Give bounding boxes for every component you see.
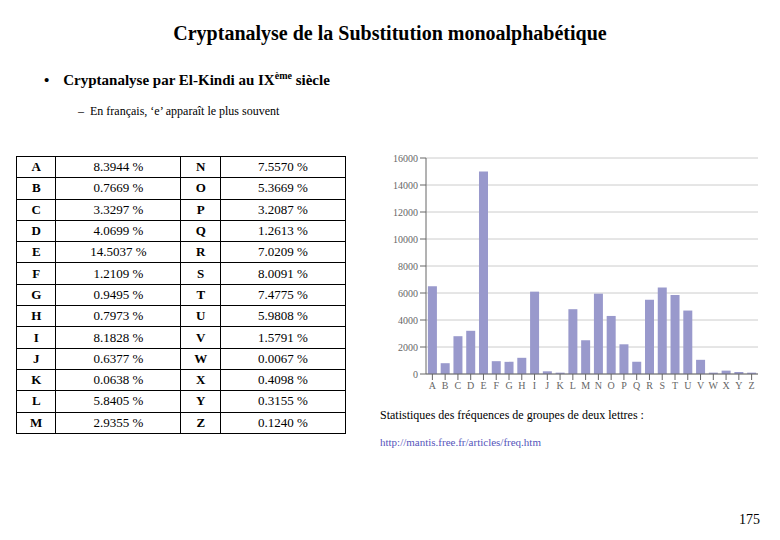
svg-text:L: L <box>570 380 576 391</box>
html-text:0.1240 %: 0.1240 % <box>258 414 308 430</box>
svg-text:10000: 10000 <box>393 234 418 245</box>
html-text:0.7973 %: 0.7973 % <box>93 308 144 324</box>
html-text:R: R <box>196 244 206 260</box>
svg-text:8000: 8000 <box>398 261 418 272</box>
html-text:0.0067 %: 0.0067 % <box>258 350 308 366</box>
svg-text:4000: 4000 <box>398 315 418 326</box>
svg-text:U: U <box>684 380 692 391</box>
svg-text:P: P <box>621 380 627 391</box>
svg-text:Q: Q <box>633 380 641 391</box>
html-text:7.4775 %: 7.4775 % <box>258 286 308 302</box>
html-text:J: J <box>33 350 40 366</box>
html-text:0.0638 %: 0.0638 % <box>93 372 144 388</box>
html-text:A: A <box>31 159 41 175</box>
svg-text:N: N <box>595 380 602 391</box>
html-text:Q: Q <box>195 223 206 238</box>
svg-text:O: O <box>608 380 615 391</box>
html-text:C: C <box>31 201 41 217</box>
html-text:T: T <box>196 286 205 302</box>
html-text:0.6377 %: 0.6377 % <box>93 350 144 366</box>
svg-text:S: S <box>659 380 665 391</box>
html-text:V: V <box>196 329 206 345</box>
html-text:2.9355 %: 2.9355 % <box>93 414 144 430</box>
html-text:1.2613 %: 1.2613 % <box>258 223 308 238</box>
html-text:N: N <box>196 159 206 175</box>
html-text:8.0091 %: 8.0091 % <box>258 265 308 281</box>
html-text:W: W <box>194 350 208 366</box>
html-text:7.0209 %: 7.0209 % <box>258 244 308 260</box>
html-text:I: I <box>33 329 39 345</box>
svg-text:I: I <box>533 380 536 391</box>
html-text:O: O <box>195 180 206 196</box>
html-text:F: F <box>32 265 41 281</box>
html-text:1.2109 %: 1.2109 % <box>93 265 144 281</box>
html-text:4.0699 %: 4.0699 % <box>93 223 144 238</box>
svg-text:A: A <box>429 380 437 391</box>
html-text:H: H <box>31 308 42 324</box>
html-text:5.8405 %: 5.8405 % <box>93 393 144 409</box>
svg-text:2000: 2000 <box>398 342 418 353</box>
svg-text:H: H <box>518 380 525 391</box>
html-text:Cryptanalyse par El-Kindi au I: Cryptanalyse par El-Kindi au IXèmesiècle <box>63 70 330 88</box>
html-text:0.9495 %: 0.9495 % <box>93 286 144 302</box>
svg-text:X: X <box>722 380 730 391</box>
svg-text:T: T <box>672 380 678 391</box>
svg-text:6000: 6000 <box>398 288 418 299</box>
html-text:7.5570 %: 7.5570 % <box>258 159 308 175</box>
svg-text:K: K <box>556 380 564 391</box>
html-text:B: B <box>31 180 41 196</box>
html-text:M: M <box>30 414 43 430</box>
svg-text:V: V <box>697 380 705 391</box>
svg-text:D: D <box>467 380 474 391</box>
svg-text:M: M <box>581 380 590 391</box>
svg-text:Z: Z <box>749 380 755 391</box>
svg-text:C: C <box>455 380 462 391</box>
html-text:Cryptanalyse de la Substitutio: Cryptanalyse de la Substitution monoalph… <box>173 22 607 44</box>
svg-text:E: E <box>480 380 486 391</box>
html-text:8.1828 %: 8.1828 % <box>93 329 144 345</box>
html-text:1.5791 %: 1.5791 % <box>258 329 308 345</box>
html-text:0.3155 %: 0.3155 % <box>258 393 308 409</box>
html-text:U: U <box>196 308 206 324</box>
svg-text:F: F <box>493 380 499 391</box>
svg-text:0: 0 <box>413 369 418 380</box>
html-text:Z: Z <box>196 414 205 430</box>
html-text:E: E <box>31 244 41 260</box>
html-text:Y: Y <box>196 393 206 409</box>
html-text:D: D <box>31 223 41 238</box>
svg-text:G: G <box>505 380 512 391</box>
html-text:14.5037 %: 14.5037 % <box>90 244 147 260</box>
html-text:8.3944 %: 8.3944 % <box>93 159 144 175</box>
svg-text:Y: Y <box>735 380 742 391</box>
svg-text:J: J <box>545 380 549 391</box>
svg-text:R: R <box>646 380 653 391</box>
html-text:http://mantis.free.fr/articles: http://mantis.free.fr/articles/freq.htm <box>380 436 541 448</box>
html-text:K: K <box>31 372 42 388</box>
svg-text:B: B <box>442 380 449 391</box>
svg-text:16000: 16000 <box>393 153 418 164</box>
html-text:G: G <box>31 286 42 302</box>
html-text:0.7669 %: 0.7669 % <box>93 180 144 196</box>
html-text:0.4098 %: 0.4098 % <box>258 372 308 388</box>
html-text:– En français, ‘e’ apparaît le: – En français, ‘e’ apparaît le plus souv… <box>78 104 280 118</box>
svg-text:14000: 14000 <box>393 180 418 191</box>
html-text:5.3669 %: 5.3669 % <box>258 180 308 196</box>
html-text:3.2087 %: 3.2087 % <box>258 201 308 217</box>
html-text:L: L <box>31 393 41 409</box>
svg-text:12000: 12000 <box>393 207 418 218</box>
svg-text:W: W <box>709 380 719 391</box>
html-text:Statistiques des fréquences de: Statistiques des fréquences de groupes d… <box>380 408 644 422</box>
html-text:3.3297 %: 3.3297 % <box>93 201 144 217</box>
html-text:175: 175 <box>739 512 760 527</box>
html-text:X: X <box>196 372 206 388</box>
html-text:5.9808 %: 5.9808 % <box>258 308 308 324</box>
html-text:P: P <box>196 201 205 217</box>
html-text:S: S <box>197 265 205 281</box>
